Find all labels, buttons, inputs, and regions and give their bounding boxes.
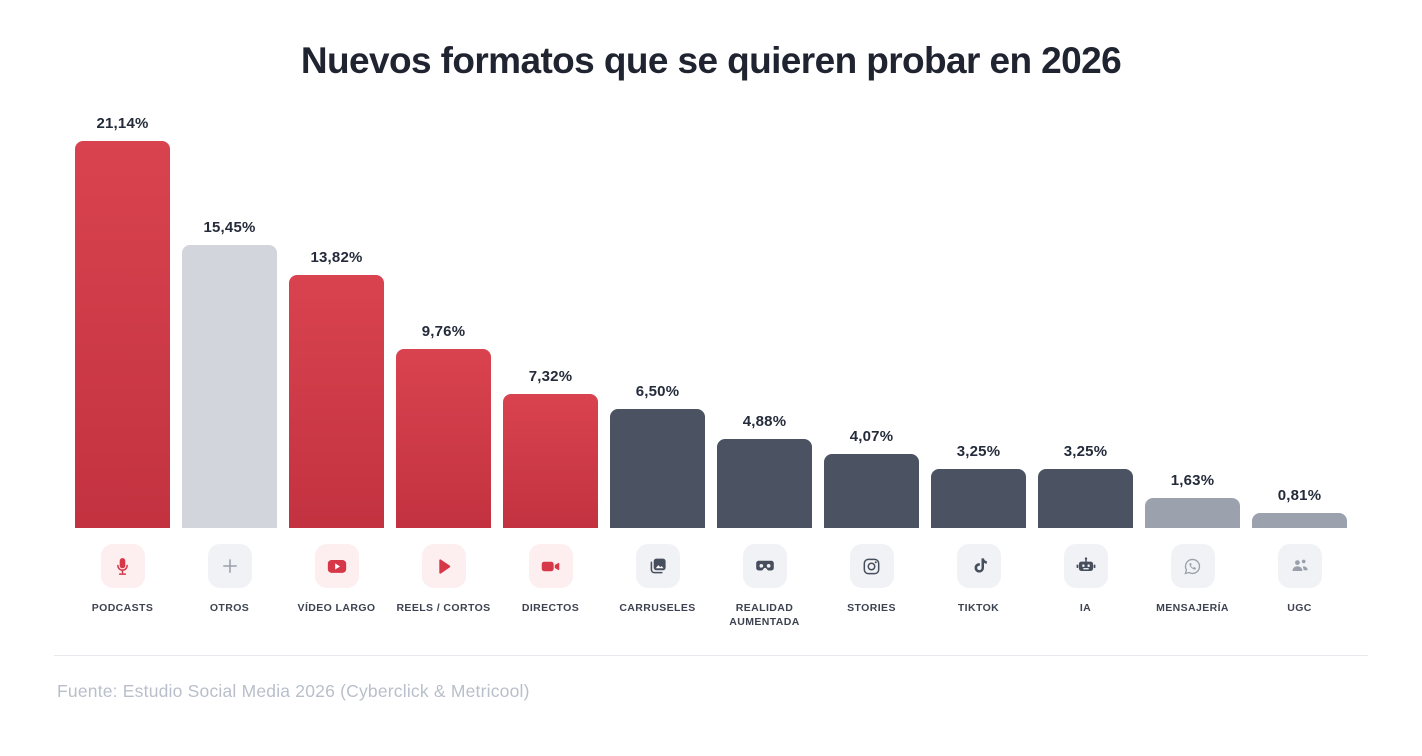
bar-value-label: 15,45% — [203, 219, 256, 236]
microphone-icon — [100, 544, 145, 588]
category-column: PODCASTS — [75, 544, 170, 615]
bar-value-label: 4,07% — [849, 428, 894, 445]
bar — [824, 454, 919, 528]
category-label: REELS / CORTOS — [396, 602, 491, 614]
bar-column: 6,50% — [610, 383, 705, 528]
whatsapp-icon — [1170, 544, 1215, 588]
category-column: MENSAJERÍA — [1145, 544, 1240, 615]
category-column: CARRUSELES — [610, 544, 705, 615]
bar-value-label: 3,25% — [956, 443, 1001, 460]
category-label: IA — [1079, 602, 1092, 614]
page-title: Nuevos formatos que se quieren probar en… — [300, 40, 1122, 81]
bar-column: 1,63% — [1145, 472, 1240, 528]
bar-column: 4,88% — [717, 413, 812, 528]
category-label: PODCASTS — [91, 602, 154, 614]
category-column: TIKTOK — [931, 544, 1026, 615]
bar — [931, 469, 1026, 528]
people-icon — [1277, 544, 1322, 588]
bar-column: 13,82% — [289, 249, 384, 528]
category-label: TIKTOK — [957, 602, 1000, 614]
category-label: UGC — [1287, 602, 1312, 614]
bar-value-label: 13,82% — [310, 249, 363, 266]
bar-column: 3,25% — [931, 443, 1026, 528]
bar — [610, 409, 705, 528]
category-column: REELS / CORTOS — [396, 544, 491, 615]
bar-column: 7,32% — [503, 368, 598, 528]
bar-column: 15,45% — [182, 219, 277, 528]
category-icons-row: PODCASTS OTROS VÍDEO LARGO REELS / CORTO… — [75, 544, 1347, 629]
bar — [396, 349, 491, 528]
category-column: OTROS — [182, 544, 277, 615]
category-label: VÍDEO LARGO — [297, 602, 376, 614]
bar-value-label: 0,81% — [1277, 487, 1322, 504]
bar-value-label: 7,32% — [528, 368, 573, 385]
bar-value-label: 3,25% — [1063, 443, 1108, 460]
bar — [182, 245, 277, 528]
bar — [1252, 513, 1347, 528]
category-label: CARRUSELES — [619, 602, 696, 614]
category-column: DIRECTOS — [503, 544, 598, 615]
category-label: DIRECTOS — [521, 602, 580, 614]
bar-value-label: 1,63% — [1170, 472, 1215, 489]
videocam-icon — [528, 544, 573, 588]
bar-value-label: 4,88% — [742, 413, 787, 430]
youtube-icon — [314, 544, 359, 588]
category-column: UGC — [1252, 544, 1347, 615]
bar — [717, 439, 812, 528]
tiktok-icon — [956, 544, 1001, 588]
carousel-icon — [635, 544, 680, 588]
category-label: REALIDAD AUMENTADA — [729, 602, 800, 629]
bar — [75, 141, 170, 528]
category-column: IA — [1038, 544, 1133, 615]
bar-column: 4,07% — [824, 428, 919, 528]
divider — [54, 655, 1368, 657]
source-caption: Fuente: Estudio Social Media 2026 (Cyber… — [57, 681, 530, 702]
bar-value-label: 6,50% — [635, 383, 680, 400]
bar-column: 9,76% — [396, 323, 491, 528]
category-label: OTROS — [209, 602, 250, 614]
bar — [1038, 469, 1133, 528]
vr-headset-icon — [742, 544, 787, 588]
bars-row: 21,14% 15,45% 13,82% 9,76% 7,32% 6,50% 4… — [75, 109, 1347, 528]
bar-column: 21,14% — [75, 115, 170, 528]
category-column: REALIDAD AUMENTADA — [717, 544, 812, 629]
instagram-icon — [849, 544, 894, 588]
play-icon — [421, 544, 466, 588]
bar — [289, 275, 384, 528]
category-label: MENSAJERÍA — [1156, 602, 1229, 614]
bar — [1145, 498, 1240, 528]
robot-icon — [1063, 544, 1108, 588]
bar-chart: 21,14% 15,45% 13,82% 9,76% 7,32% 6,50% 4… — [75, 109, 1347, 629]
category-label: STORIES — [847, 602, 896, 614]
category-column: VÍDEO LARGO — [289, 544, 384, 615]
bar-column: 3,25% — [1038, 443, 1133, 528]
bar-column: 0,81% — [1252, 487, 1347, 528]
bar-value-label: 21,14% — [96, 115, 149, 132]
bar-value-label: 9,76% — [421, 323, 466, 340]
plus-icon — [207, 544, 252, 588]
bar — [503, 394, 598, 528]
category-column: STORIES — [824, 544, 919, 615]
